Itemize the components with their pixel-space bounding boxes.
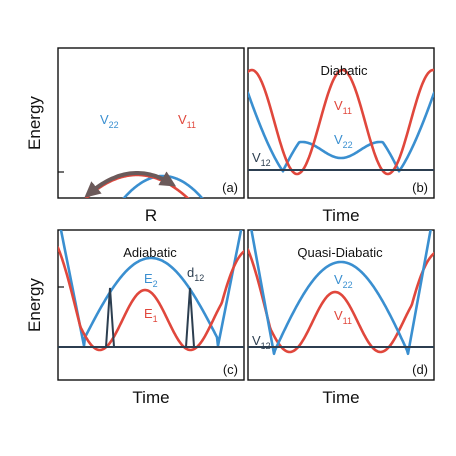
- panel-b-frame: [247, 47, 435, 199]
- panel-b-v12-label: V12: [252, 150, 271, 168]
- panel-c-e1-label-base: E: [144, 306, 153, 321]
- panel-a-v11-label-sub: 11: [187, 120, 196, 130]
- panel-c-d12-spikes: [100, 287, 200, 348]
- panel-c-e2-label: E2: [144, 271, 158, 289]
- panel-b-v12-label-sub: 12: [261, 158, 271, 168]
- panel-c-e2-curve: [59, 230, 243, 348]
- panel-c-e2-label-sub: 2: [153, 279, 158, 289]
- time-axis-label-d: Time: [322, 388, 359, 407]
- panel-c-frame: [57, 229, 245, 381]
- panel-d-v12-label-base: V: [252, 333, 261, 348]
- energy-axis-label-bottom: Energy: [25, 278, 44, 332]
- panel-a-v22-label-sub: 22: [109, 120, 119, 130]
- panel-c-e1-label: E1: [144, 306, 158, 324]
- panel-d-title: Quasi-Diabatic: [297, 245, 383, 260]
- panel-b-v11-label-sub: 11: [343, 106, 352, 116]
- panel-b-v11-curve: [248, 68, 434, 176]
- panel-c-tag: (c): [223, 362, 238, 377]
- panel-b-title: Diabatic: [321, 63, 368, 78]
- panel-b-v22-curve: [248, 91, 434, 173]
- panel-d-v22-label-base: V: [334, 272, 343, 287]
- panel-d-v22-label: V22: [334, 272, 353, 290]
- panel-a-wavepacket-arrow: [84, 171, 177, 198]
- r-axis-label: R: [145, 206, 157, 225]
- panel-d-v11-label-base: V: [334, 308, 343, 323]
- panel-d-tag: (d): [412, 362, 428, 377]
- panel-b-v22-label-base: V: [334, 132, 343, 147]
- panel-d-v22-curve: [250, 230, 432, 356]
- panel-c-d12-label-sub: 12: [194, 273, 204, 283]
- energy-axis-label-top: Energy: [25, 96, 44, 150]
- panel-c-title: Adiabatic: [123, 245, 177, 260]
- panel-c-d12-label: d12: [187, 265, 204, 283]
- panel-b-tag: (b): [412, 180, 428, 195]
- panel-b-v11-label-base: V: [334, 98, 343, 113]
- time-axis-label-b: Time: [322, 206, 359, 225]
- panel-d-v12-label: V12: [252, 333, 271, 351]
- panel-a-v22-label: V22: [100, 112, 119, 130]
- panel-a-tag: (a): [222, 180, 238, 195]
- panel-b-v22-label-sub: 22: [343, 140, 353, 150]
- panel-c-e1-curve: [58, 246, 244, 352]
- panel-a-v11-label-base: V: [178, 112, 187, 127]
- panel-d-v11-label: V11: [334, 308, 352, 326]
- panel-b-v11-label: V11: [334, 98, 352, 116]
- panel-d-v22-label-sub: 22: [343, 280, 353, 290]
- panel-c-e1-label-sub: 1: [153, 314, 158, 324]
- panel-d-v11-label-sub: 11: [343, 316, 352, 326]
- panel-c-e2-label-base: E: [144, 271, 153, 286]
- panel-b-v12-label-base: V: [252, 150, 261, 165]
- panel-b-v22-label: V22: [334, 132, 353, 150]
- time-axis-label-c: Time: [132, 388, 169, 407]
- panel-a-v22-label-base: V: [100, 112, 109, 127]
- panel-d-v12-label-sub: 12: [261, 341, 271, 351]
- panel-a-v11-label: V11: [178, 112, 196, 130]
- panel-c-d12-label-base: d: [187, 265, 194, 280]
- panel-d-frame: [247, 229, 435, 381]
